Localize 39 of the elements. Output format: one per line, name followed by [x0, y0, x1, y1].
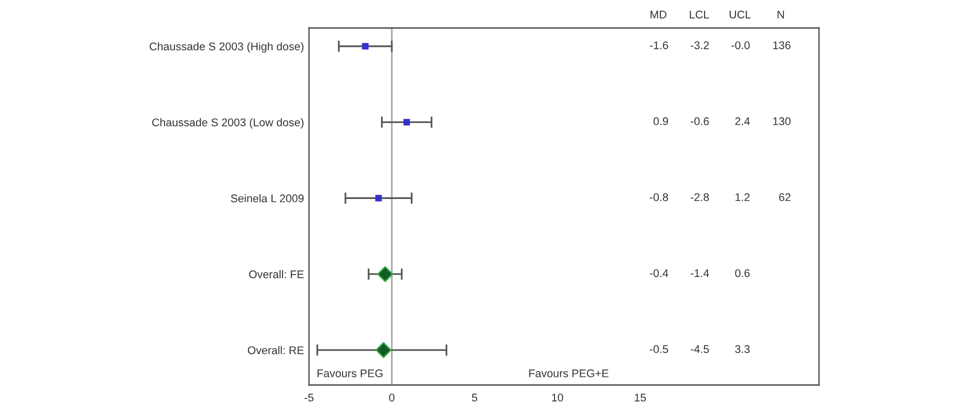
annotation: 0.9 [654, 117, 668, 126]
point [362, 42, 369, 50]
x-tick-label: 15 [634, 394, 646, 402]
annotation: -0.8 [650, 193, 668, 202]
annotation: 62 [779, 193, 790, 202]
y-tick-label: Seinela L 2009 [230, 194, 304, 202]
annotation: -0.5 [650, 345, 668, 354]
annotation: -0.6 [690, 117, 709, 126]
x-tick-label: 5 [472, 394, 478, 402]
annotation: 3.3 [735, 345, 750, 354]
annotation: Favours PEG+E [529, 369, 608, 378]
y-tick-label: Chaussade S 2003 (Low dose) [152, 118, 304, 129]
point [375, 194, 382, 202]
text: MD [650, 10, 666, 18]
annotation: 2.4 [735, 117, 750, 126]
annotation: -4.5 [690, 345, 709, 354]
annotation: -1.4 [690, 269, 710, 277]
annotation: -1.6 [650, 41, 668, 50]
annotation: -0.0 [732, 41, 750, 50]
text: LCL [690, 10, 709, 18]
y-tick-label: Overall: RE [248, 346, 304, 354]
x-tick-label: 0 [389, 394, 394, 402]
point [403, 118, 410, 126]
annotation: -0.4 [650, 269, 668, 278]
x-tick-label: 10 [552, 394, 564, 402]
y-tick-label: Chaussade S 2003 (High dose) [150, 42, 304, 53]
y-tick-label: Overall: FE [249, 270, 304, 278]
annotation: 130 [773, 117, 791, 126]
x-tick-label: -5 [304, 394, 314, 402]
annotation: 0.6 [735, 269, 750, 278]
point [377, 266, 394, 282]
text: N [778, 10, 784, 18]
point [376, 342, 392, 358]
annotation: 136 [773, 41, 790, 50]
annotation: 1.2 [736, 193, 750, 202]
annotation: Favours PEG [318, 369, 383, 378]
annotation: -3.2 [690, 41, 709, 50]
text: UCL [730, 10, 751, 18]
annotation: -2.8 [690, 193, 709, 202]
